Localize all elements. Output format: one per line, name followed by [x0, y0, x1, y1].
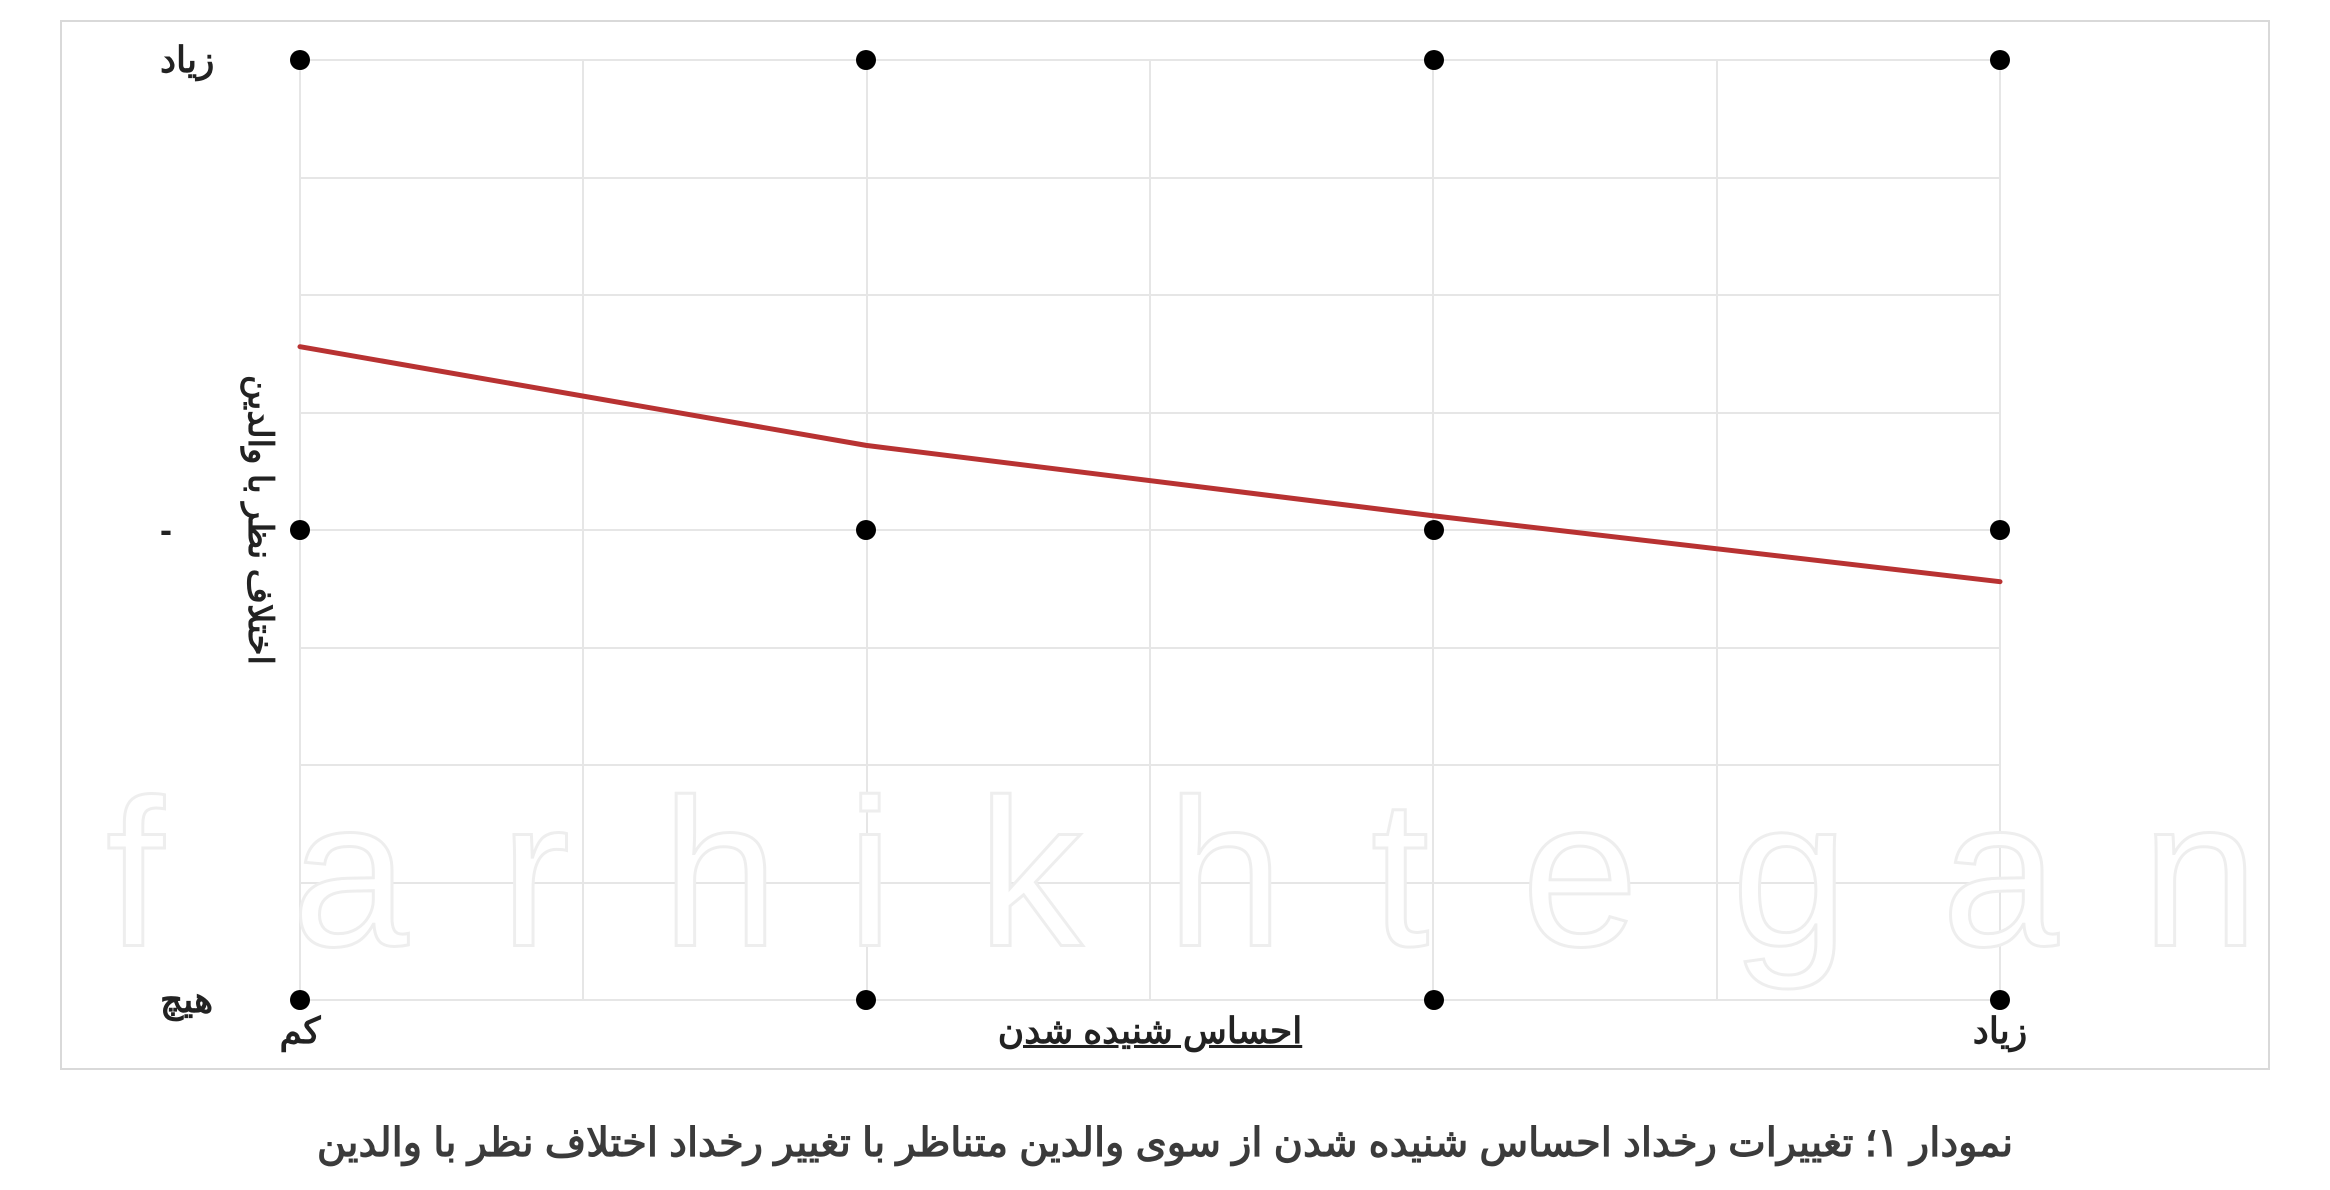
trend-polyline: [300, 347, 2000, 582]
chart-container: { "canvas": { "width": 2330, "height": 1…: [0, 0, 2330, 1190]
y-tick-label: زیاد: [160, 39, 214, 81]
x-tick-label: زیاد: [1973, 1010, 2027, 1052]
chart-caption: نمودار ۱؛ تغییرات رخداد احساس شنیده شدن …: [0, 1120, 2330, 1166]
y-tick-text: هیچ: [160, 979, 213, 1020]
y-tick-label: هیچ: [160, 979, 213, 1021]
y-tick-label: -: [160, 509, 172, 551]
y-axis-title-text: اختلاف نظر با والدین: [241, 375, 279, 665]
y-axis-title: اختلاف نظر با والدین: [240, 375, 280, 665]
x-axis-title: احساس شنیده شدن: [998, 1010, 1302, 1052]
y-tick-text: -: [160, 509, 172, 550]
y-tick-text: زیاد: [160, 39, 214, 80]
x-tick-text: کم: [279, 1010, 320, 1051]
chart-caption-text: نمودار ۱؛ تغییرات رخداد احساس شنیده شدن …: [317, 1121, 2013, 1165]
x-tick-label: کم: [279, 1010, 320, 1052]
x-tick-text: زیاد: [1973, 1010, 2027, 1051]
x-axis-title-text: احساس شنیده شدن: [998, 1010, 1302, 1051]
